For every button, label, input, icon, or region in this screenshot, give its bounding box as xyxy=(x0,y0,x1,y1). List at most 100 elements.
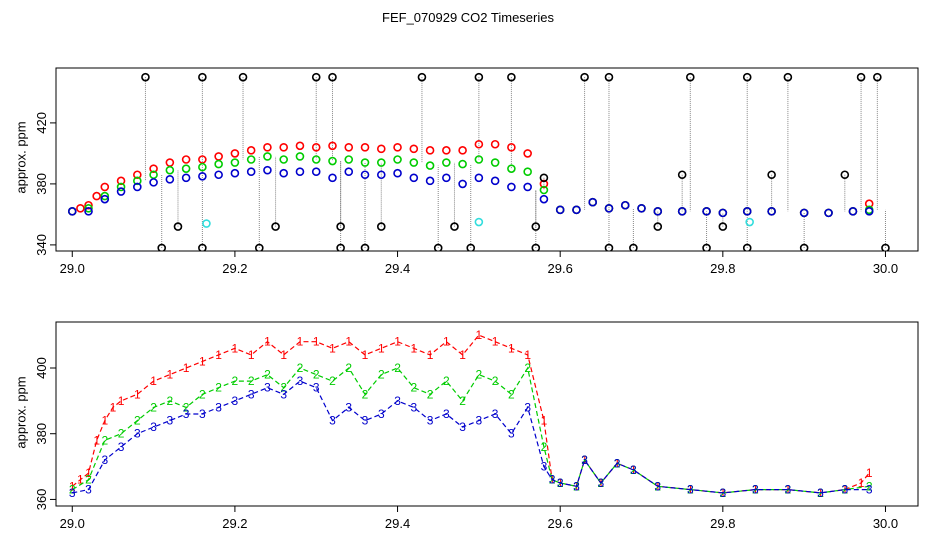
data-point-marker: 2 xyxy=(443,374,450,388)
data-point xyxy=(466,243,476,251)
data-point-marker: 2 xyxy=(541,440,548,454)
data-point xyxy=(311,167,321,176)
data-point-marker: 2 xyxy=(85,473,92,487)
data-point xyxy=(157,243,167,251)
data-point-marker: 1 xyxy=(248,348,255,362)
data-point xyxy=(393,155,402,164)
data-point-marker: 3 xyxy=(329,414,336,428)
y-tick-label: 400 xyxy=(34,357,49,379)
data-point-marker: 3 xyxy=(183,407,190,421)
data-point-marker: 3 xyxy=(557,476,564,490)
data-point-marker: 3 xyxy=(508,427,515,441)
y-tick-label: 380 xyxy=(34,173,49,195)
data-point xyxy=(238,72,248,82)
data-point xyxy=(214,170,223,180)
data-point xyxy=(523,182,532,192)
data-point-marker: 2 xyxy=(232,374,239,388)
data-point-marker: 1 xyxy=(297,335,304,349)
plot-frame xyxy=(55,67,919,252)
x-tick-label: 29.8 xyxy=(710,516,735,531)
data-point-marker: 1 xyxy=(378,341,385,355)
data-point-marker: 2 xyxy=(118,427,125,441)
data-point xyxy=(279,143,288,152)
data-point xyxy=(539,185,549,195)
data-point-marker: 3 xyxy=(101,453,108,467)
data-point-marker: 2 xyxy=(866,479,873,493)
data-point xyxy=(202,219,211,228)
data-point xyxy=(539,194,549,204)
data-point xyxy=(742,243,752,251)
data-point xyxy=(718,208,728,218)
data-point-marker: 2 xyxy=(841,483,848,497)
data-point-marker: 3 xyxy=(313,381,320,395)
data-point xyxy=(848,207,858,216)
data-point-marker: 1 xyxy=(313,335,320,349)
data-point-marker: 1 xyxy=(134,387,141,401)
x-tick-label: 29.2 xyxy=(222,516,247,531)
data-point-marker: 3 xyxy=(443,407,450,421)
data-point xyxy=(474,173,484,183)
chart-title: FEF_070929 CO2 Timeseries xyxy=(382,10,554,25)
data-point-marker: 3 xyxy=(654,479,661,493)
data-point-marker: 3 xyxy=(297,374,304,388)
data-point-marker: 2 xyxy=(134,414,141,428)
y-tick-label: 360 xyxy=(34,489,49,511)
data-point xyxy=(181,173,191,183)
data-point-marker: 3 xyxy=(524,400,531,414)
data-point xyxy=(214,152,223,161)
x-tick-label: 30.0 xyxy=(873,516,898,531)
data-point xyxy=(84,204,93,213)
series-line xyxy=(72,380,870,494)
data-point-marker: 3 xyxy=(280,387,287,401)
data-point xyxy=(539,179,549,189)
data-point-marker: 2 xyxy=(378,368,385,382)
data-point xyxy=(376,158,386,167)
data-point xyxy=(458,179,467,189)
data-point-marker: 2 xyxy=(362,387,369,401)
plot-frame xyxy=(55,321,919,507)
x-tick-label: 30.0 xyxy=(873,261,898,276)
data-point xyxy=(824,208,833,218)
data-point xyxy=(653,222,663,231)
data-point xyxy=(474,72,484,82)
data-point-marker: 2 xyxy=(199,387,206,401)
data-point-marker: 3 xyxy=(167,414,174,428)
data-point xyxy=(92,191,101,201)
data-point xyxy=(84,200,93,210)
data-point xyxy=(417,72,427,82)
x-tick-label: 29.4 xyxy=(385,261,410,276)
data-point-marker: 3 xyxy=(573,479,580,493)
y-tick-label: 420 xyxy=(34,112,49,134)
data-point-marker: 3 xyxy=(866,483,873,497)
data-point xyxy=(873,72,882,82)
data-point xyxy=(507,182,516,192)
data-point-marker: 3 xyxy=(362,414,369,428)
data-point xyxy=(474,155,484,164)
data-point xyxy=(214,159,223,169)
data-point-marker: 3 xyxy=(459,420,466,434)
data-point xyxy=(629,243,638,251)
data-point xyxy=(458,159,467,169)
data-point xyxy=(116,182,126,192)
data-point-marker: 2 xyxy=(630,463,637,477)
data-point-marker: 1 xyxy=(280,348,287,362)
data-point xyxy=(555,205,565,215)
data-point xyxy=(425,146,435,155)
data-point-marker: 3 xyxy=(264,381,271,395)
data-point-marker: 2 xyxy=(492,374,499,388)
data-point xyxy=(181,155,191,164)
data-point-marker: 1 xyxy=(459,348,466,362)
data-point xyxy=(344,155,354,164)
data-point-marker: 3 xyxy=(410,400,417,414)
data-point xyxy=(588,197,598,207)
data-point xyxy=(799,208,809,218)
data-point xyxy=(336,222,345,231)
data-point-marker: 1 xyxy=(541,414,548,428)
data-point xyxy=(490,158,500,167)
data-point xyxy=(677,207,687,216)
data-point xyxy=(409,173,419,183)
data-point xyxy=(263,152,272,161)
data-point xyxy=(76,204,85,213)
data-point-marker: 3 xyxy=(817,486,824,500)
